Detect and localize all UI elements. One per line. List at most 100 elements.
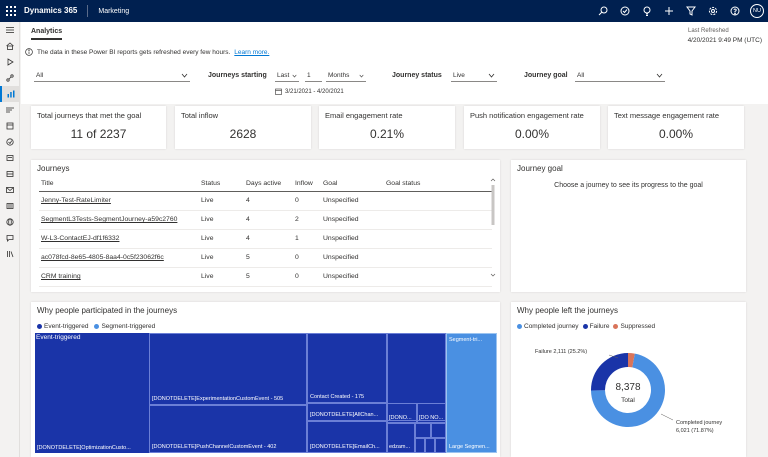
globe-icon[interactable] — [0, 214, 20, 230]
donut-slice-suppressed[interactable] — [628, 353, 635, 368]
treemap-tile[interactable]: [DONOTDELETE]AllChan... — [307, 403, 387, 421]
treemap-tile[interactable]: [DONOTDELETE]ExperimentationCustomEvent … — [149, 333, 307, 405]
treemap-tile[interactable] — [435, 438, 446, 453]
journey-goal-value: All — [577, 72, 585, 79]
play-icon[interactable] — [0, 54, 20, 70]
table-row[interactable]: ac078fcd-8e65-4805-8aa4-0c5f23062f6c Liv… — [39, 248, 492, 268]
legend-item[interactable]: Suppressed — [613, 323, 655, 330]
participation-treemap: Event-triggered [DONOTDELETE]Optimizatio… — [35, 333, 497, 453]
event-icon[interactable] — [0, 118, 20, 134]
table-cell: Live — [199, 191, 244, 211]
period-count-input[interactable]: 1 — [305, 70, 322, 82]
period-count-value: 1 — [307, 72, 311, 79]
treemap-tile[interactable]: edzam... — [387, 423, 415, 453]
journey-select[interactable]: All — [34, 70, 190, 82]
kpi-card-goal-met: Total journeys that met the goal 11 of 2… — [31, 106, 166, 149]
treemap-tile[interactable]: [DONO... — [387, 403, 417, 423]
page-icon[interactable] — [0, 150, 20, 166]
treemap-tile-segment[interactable]: Segment-tri... Large Segmen... — [446, 333, 497, 453]
table-row[interactable]: W-L3-ContactEJ-df1f6332 Live 4 1 Unspeci… — [39, 229, 492, 249]
legend-item[interactable]: Segment-triggered — [94, 323, 155, 330]
treemap-label: Event-triggered — [36, 334, 81, 341]
period-unit-select[interactable]: Months — [326, 70, 366, 82]
table-scrollbar[interactable] — [490, 176, 496, 279]
template-icon[interactable] — [0, 166, 20, 182]
treemap-tile[interactable]: Event-triggered [DONOTDELETE]Optimizatio… — [35, 333, 149, 453]
donut-slice-completed[interactable] — [591, 353, 665, 427]
treemap-tile[interactable] — [431, 423, 446, 438]
legend-item[interactable]: Event-triggered — [37, 323, 88, 330]
table-row[interactable]: CRM training Live 5 0 Unspecified — [39, 267, 492, 287]
settings-icon[interactable] — [702, 0, 724, 22]
period-unit-value: Months — [328, 72, 350, 79]
table-row[interactable]: SegmentL3Tests-SegmentJourney-a59c2760 L… — [39, 210, 492, 230]
journey-title-link[interactable]: SegmentL3Tests-SegmentJourney-a59c2760 — [39, 210, 199, 230]
top-bar: Dynamics 365 Marketing NU — [0, 0, 768, 22]
table-row[interactable]: Jenny-Test-RateLimiter Live 4 0 Unspecif… — [39, 191, 492, 211]
table-cell: Unspecified — [321, 229, 384, 249]
treemap-tile[interactable] — [415, 423, 431, 438]
chevron-down-icon — [359, 74, 364, 78]
treemap-tile[interactable]: [DO NO... — [417, 403, 446, 423]
journey-status-label: Journey status — [392, 72, 442, 79]
treemap-tile[interactable] — [425, 438, 435, 453]
add-icon[interactable] — [658, 0, 680, 22]
journey-title-link[interactable]: CRM training — [39, 267, 199, 287]
journey-icon[interactable] — [0, 70, 20, 86]
column-header[interactable]: Title — [39, 176, 199, 192]
journey-title-link[interactable]: Jenny-Test-RateLimiter — [39, 191, 199, 211]
table-cell: Live — [199, 210, 244, 230]
avatar[interactable]: NU — [750, 4, 764, 18]
journey-status-select[interactable]: Live — [451, 70, 497, 82]
mail-icon[interactable] — [0, 182, 20, 198]
menu-icon[interactable] — [0, 22, 20, 38]
legend-item[interactable]: Completed journey — [517, 323, 579, 330]
treemap-tile[interactable] — [415, 438, 425, 453]
table-cell: 2 — [293, 210, 321, 230]
table-cell: Live — [199, 267, 244, 287]
task-icon[interactable] — [614, 0, 636, 22]
brand-title[interactable]: Dynamics 365 — [22, 5, 89, 17]
legend-dot — [94, 323, 100, 329]
home-icon[interactable] — [0, 38, 20, 54]
analytics-icon[interactable] — [0, 86, 20, 102]
treemap-tile[interactable]: [DONOTDELETE]EmailCh... — [307, 421, 387, 453]
help-icon[interactable] — [724, 0, 746, 22]
app-launcher-icon[interactable] — [0, 0, 22, 22]
table-cell — [384, 229, 492, 249]
tab-analytics[interactable]: Analytics — [31, 28, 63, 40]
legend-item[interactable]: Failure — [582, 323, 609, 330]
segment-icon[interactable] — [0, 102, 20, 118]
table-cell: 1 — [293, 229, 321, 249]
lightbulb-icon[interactable] — [636, 0, 658, 22]
column-header[interactable]: Inflow — [293, 176, 321, 192]
info-icon — [25, 48, 33, 56]
donut-chart: 8,378 Total Failure 2,111 (25.2%) Comple… — [535, 349, 722, 434]
period-select[interactable]: Last — [275, 70, 299, 82]
journey-title-link[interactable]: W-L3-ContactEJ-df1f6332 — [39, 229, 199, 249]
journey-goal-select[interactable]: All — [575, 70, 665, 82]
column-header[interactable]: Status — [199, 176, 244, 192]
legend-dot — [582, 323, 588, 329]
column-header[interactable]: Goal status — [384, 176, 492, 192]
tag-icon[interactable] — [0, 198, 20, 214]
journey-title-link[interactable]: ac078fcd-8e65-4805-8aa4-0c5f23062f6c — [39, 248, 199, 268]
left-reasons-legend: Completed journey Failure Suppressed — [517, 323, 655, 330]
search-icon[interactable] — [592, 0, 614, 22]
journeys-table: Title Status Days active Inflow Goal Goa… — [39, 176, 492, 287]
learn-more-link[interactable]: Learn more. — [234, 48, 270, 56]
chat-icon[interactable] — [0, 230, 20, 246]
form-icon[interactable] — [0, 134, 20, 150]
treemap-tile[interactable]: Contact Created - 175 — [307, 333, 387, 403]
chevron-down-icon — [292, 74, 297, 78]
date-range-text: 3/21/2021 - 4/20/2021 — [285, 88, 344, 95]
filter-icon[interactable] — [680, 0, 702, 22]
library-icon[interactable] — [0, 246, 20, 262]
filter-bar: All Journeys starting Last 1 Months Jour… — [21, 70, 768, 86]
donut-slice-failure[interactable] — [591, 353, 628, 391]
column-header[interactable]: Days active — [244, 176, 293, 192]
table-cell: 4 — [244, 191, 293, 211]
sidebar — [0, 22, 20, 457]
treemap-tile[interactable]: [DONOTDELETE]PushChannelCustomEvent - 40… — [149, 405, 307, 453]
column-header[interactable]: Goal — [321, 176, 384, 192]
